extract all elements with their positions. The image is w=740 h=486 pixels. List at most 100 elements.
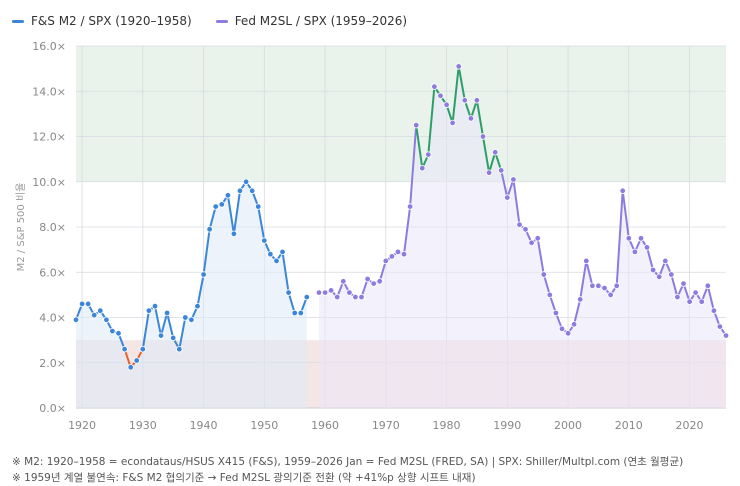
series-fs-point bbox=[97, 307, 104, 314]
series-fs-segment bbox=[178, 316, 187, 351]
legend-item-fed[interactable]: Fed M2SL / SPX (1959–2026) bbox=[215, 14, 407, 28]
x-tick-label: 1990 bbox=[493, 419, 521, 432]
series-fed-point bbox=[716, 323, 724, 330]
series-fed-point bbox=[467, 115, 475, 122]
series-fs-segment bbox=[226, 194, 235, 235]
area-fed bbox=[318, 66, 726, 409]
chart-legend: F&S M2 / SPX (1920–1958) Fed M2SL / SPX … bbox=[12, 10, 407, 32]
series-fs-point bbox=[78, 300, 86, 308]
series-fed-segment bbox=[403, 205, 412, 256]
series-fs-point bbox=[206, 226, 213, 233]
series-fed-segment bbox=[615, 189, 624, 287]
series-fed-point bbox=[340, 278, 347, 285]
series-fed-point bbox=[704, 282, 711, 289]
series-fed-segment bbox=[621, 189, 630, 240]
area-fs bbox=[76, 181, 307, 408]
series-fed-segment bbox=[488, 151, 497, 174]
series-fed-point bbox=[425, 151, 432, 158]
series-fed-point bbox=[364, 275, 371, 283]
series-fed-segment bbox=[427, 85, 436, 156]
series-fs-segment bbox=[257, 205, 266, 242]
series-fs-segment bbox=[166, 312, 175, 339]
series-fed-segment bbox=[542, 273, 551, 296]
series-fed-point bbox=[498, 167, 505, 174]
x-tick-label: 2010 bbox=[615, 419, 643, 432]
series-fs-point bbox=[72, 316, 80, 323]
zone-high bbox=[76, 46, 726, 182]
series-fs-point bbox=[212, 203, 219, 210]
series-fed-point bbox=[522, 226, 529, 233]
legend-swatch-fed bbox=[215, 19, 228, 23]
series-fed-point bbox=[692, 289, 699, 296]
series-fs-point bbox=[279, 248, 286, 256]
series-fed-point bbox=[327, 287, 335, 294]
series-fs-point bbox=[248, 187, 256, 194]
series-fed-point bbox=[388, 253, 396, 260]
series-fed-point bbox=[698, 298, 705, 305]
source-note: ※ M2: 1920–1958 = econdataus/HSUS X415 (… bbox=[12, 456, 684, 468]
series-fs-point bbox=[273, 257, 280, 265]
x-tick-label: 2020 bbox=[676, 419, 704, 432]
series-fed-point bbox=[656, 273, 663, 280]
series-fed-point bbox=[413, 121, 420, 129]
series-fed-point bbox=[485, 169, 493, 176]
series-fs-segment bbox=[202, 228, 211, 276]
x-tick-label: 1970 bbox=[372, 419, 400, 432]
series-fed-point bbox=[686, 298, 693, 305]
series-fs-point bbox=[303, 293, 310, 301]
series-fed-point bbox=[662, 257, 669, 265]
series-fed-segment bbox=[670, 273, 679, 299]
series-fs-point bbox=[291, 309, 298, 317]
series-fs-segment bbox=[232, 189, 241, 235]
series-fed-point bbox=[334, 293, 341, 301]
y-tick-label: 2.0× bbox=[39, 357, 66, 370]
series-fed-segment bbox=[451, 65, 460, 124]
series-fs-point bbox=[176, 346, 183, 353]
series-fs-point bbox=[127, 364, 134, 371]
series-fs-segment bbox=[281, 250, 290, 294]
series-fed-point bbox=[625, 235, 632, 242]
series-fed-segment bbox=[512, 178, 521, 226]
series-fed-segment bbox=[500, 169, 509, 199]
series-fed-point bbox=[540, 271, 547, 278]
series-fs-point bbox=[236, 187, 244, 194]
series-fed-point bbox=[564, 330, 572, 337]
discontinuity-note: ※ 1959년 계열 불연속: F&S M2 협의기준 → Fed M2SL 광… bbox=[12, 472, 476, 484]
y-tick-label: 16.0× bbox=[32, 40, 66, 53]
x-tick-label: 1950 bbox=[250, 419, 278, 432]
series-fed-segment bbox=[415, 124, 424, 170]
series-fed-point bbox=[346, 289, 353, 296]
series-fed-point bbox=[710, 307, 718, 314]
y-tick-label: 4.0× bbox=[39, 312, 66, 325]
legend-item-fs[interactable]: F&S M2 / SPX (1920–1958) bbox=[12, 14, 192, 28]
series-fs-point bbox=[242, 178, 250, 185]
legend-label-fs: F&S M2 / SPX (1920–1958) bbox=[31, 14, 192, 28]
series-fed-point bbox=[619, 187, 626, 194]
series-fs-point bbox=[230, 230, 238, 237]
series-fs-segment bbox=[160, 312, 169, 337]
series-fed-point bbox=[492, 149, 499, 156]
series-fed-point bbox=[649, 266, 657, 274]
series-fs-point bbox=[90, 312, 98, 319]
series-fed-point bbox=[674, 293, 681, 301]
series-fs-point bbox=[224, 192, 232, 199]
series-fed-point bbox=[516, 221, 523, 228]
series-fs-point bbox=[145, 307, 153, 314]
series-fed-point bbox=[528, 239, 535, 246]
series-fed-segment bbox=[646, 246, 655, 271]
source-notes: ※ M2: 1920–1958 = econdataus/HSUS X415 (… bbox=[12, 454, 732, 486]
series-fed-point bbox=[631, 248, 639, 256]
series-fs-point bbox=[200, 271, 207, 278]
series-fs-point bbox=[103, 316, 110, 323]
series-fed-segment bbox=[536, 237, 545, 276]
series-fs-point bbox=[297, 309, 304, 317]
series-fed-point bbox=[601, 284, 608, 292]
series-fs-point bbox=[188, 316, 195, 323]
series-fed-point bbox=[394, 248, 402, 256]
series-fed-point bbox=[558, 325, 566, 332]
series-fed-point bbox=[455, 63, 462, 70]
series-fs-segment bbox=[196, 273, 205, 308]
x-tick-label: 1930 bbox=[129, 419, 157, 432]
series-fs-segment bbox=[154, 305, 162, 337]
